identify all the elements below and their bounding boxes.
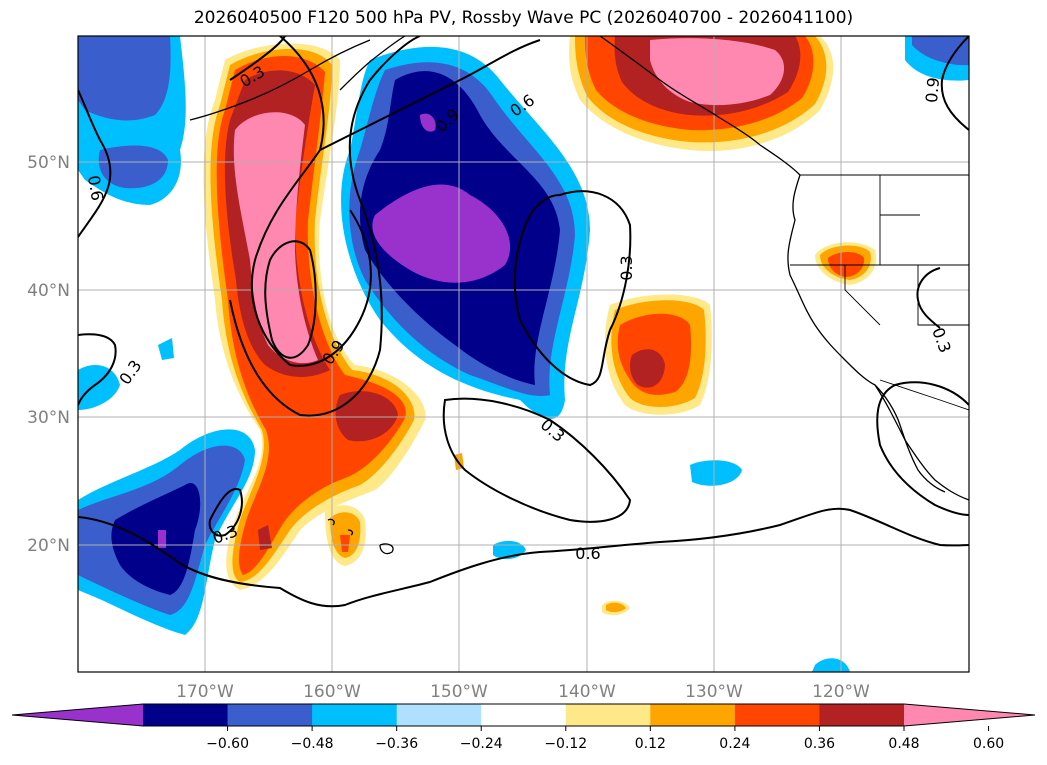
pv-pos-ridge-048c [258,525,272,550]
contour-0.3-left [78,89,112,238]
pv-neg-small3 [158,338,174,360]
coastlines [189,36,969,555]
contour-0.9-a [251,36,372,367]
pv-neg-topright-036 [912,36,969,66]
lon-label-160w: 160°W [303,682,361,702]
coast-hawaii [327,518,394,555]
contour-0.3-leftmid [78,333,117,406]
pv-pos-ridge-048b [335,391,398,442]
lon-label-130w: 130°W [685,682,743,702]
pv-neg-small1 [690,460,742,486]
colorbar-swatch [565,704,651,726]
contour-label: 0.6 [84,174,107,202]
colorbar-tick-label: 0.60 [973,736,1004,752]
lat-label-30: 30°N [27,408,70,428]
colorbar-swatch [312,704,398,726]
lat-label-50: 50°N [27,153,70,173]
political-borders [790,174,969,411]
pc-contours [78,36,969,608]
colorbar-tick-label: −0.60 [206,736,249,752]
pv-neg-060 [372,184,511,283]
pv-pos-hawaii-blob-036 [340,535,350,552]
coast-north-america [759,144,969,501]
colorbar-extend-max [904,704,1035,726]
colorbar-swatch [650,704,736,726]
contour-label: 0.9 [922,77,943,104]
coast-aleutians [189,39,371,121]
colorbar-tick-label: −0.48 [291,736,334,752]
border-states-1 [840,175,969,326]
lon-label-140w: 140°W [558,682,616,702]
colorbar-tick-label: 0.24 [719,736,750,752]
colorbar-swatch [819,704,905,726]
pv-pos-top-060 [650,38,785,106]
pv-neg-lowerleft-048 [111,483,201,595]
map-frame [77,35,970,673]
coast-baja [874,384,946,493]
pv-field [78,36,969,672]
coast-alaska-panhandle [599,36,761,146]
contour-right-0.6 [940,36,969,131]
contour-0.3-south [442,397,632,523]
pv-pos-tiny2b [606,602,626,613]
colorbar-swatch [734,704,820,726]
pv-neg-060b [420,113,436,132]
pv-pos-mid-048 [630,349,665,388]
pv-pos-ridge-060 [233,112,318,364]
lon-label-170w: 170°W [176,682,234,702]
pv-neg-small4 [812,658,850,672]
contour-0.6-left2 [208,488,243,537]
contour-0.6-big [319,39,541,151]
colorbar-swatch [481,704,567,726]
colorbar-tick-label: −0.24 [460,736,503,752]
lat-label-40: 40°N [27,281,70,301]
contour-right-loop [876,381,969,516]
coast-ak-west [339,36,406,91]
graticule [78,36,969,672]
figure-title: 2026040500 F120 500 hPa PV, Rossby Wave … [193,8,854,28]
colorbar-outline [11,703,1036,727]
colorbar-swatch [396,704,482,726]
contour-right-0.3 [916,267,941,329]
colorbar-swatch [143,704,229,726]
lon-label-150w: 150°W [430,682,488,702]
lat-label-20: 20°N [27,536,70,556]
border-states-2 [790,264,969,411]
pv-neg-lowerleft-060 [158,530,166,548]
pv-neg-left-mid [78,365,120,410]
contour-label: 0.6 [575,544,600,563]
contour-0.9-inner [264,240,317,359]
colorbar-extend-min [12,704,143,726]
colorbar-tick-label: 0.12 [635,736,666,752]
pv-neg-upperleft-036 [78,36,171,121]
colorbar-tick-label: −0.36 [375,736,418,752]
contour-label: 0.3 [617,255,636,280]
colorbar-tick-label: −0.12 [544,736,587,752]
pv-pos-nevada-036 [828,252,865,277]
colorbar-tick-label: 0.36 [804,736,835,752]
contour-0.3-bottom [78,507,969,608]
pv-neg-upperleft-036b [98,145,168,189]
colorbar-tick-label: 0.48 [888,736,919,752]
contour-0.3-loop [513,190,632,387]
colorbar-swatch [227,704,313,726]
lon-label-120w: 120°W [812,682,870,702]
colorbar: −0.60 −0.48 −0.36 −0.24 −0.12 0.12 0.24 0.36 0.4… [11,703,1036,752]
contour-0.6-loop [229,36,421,417]
